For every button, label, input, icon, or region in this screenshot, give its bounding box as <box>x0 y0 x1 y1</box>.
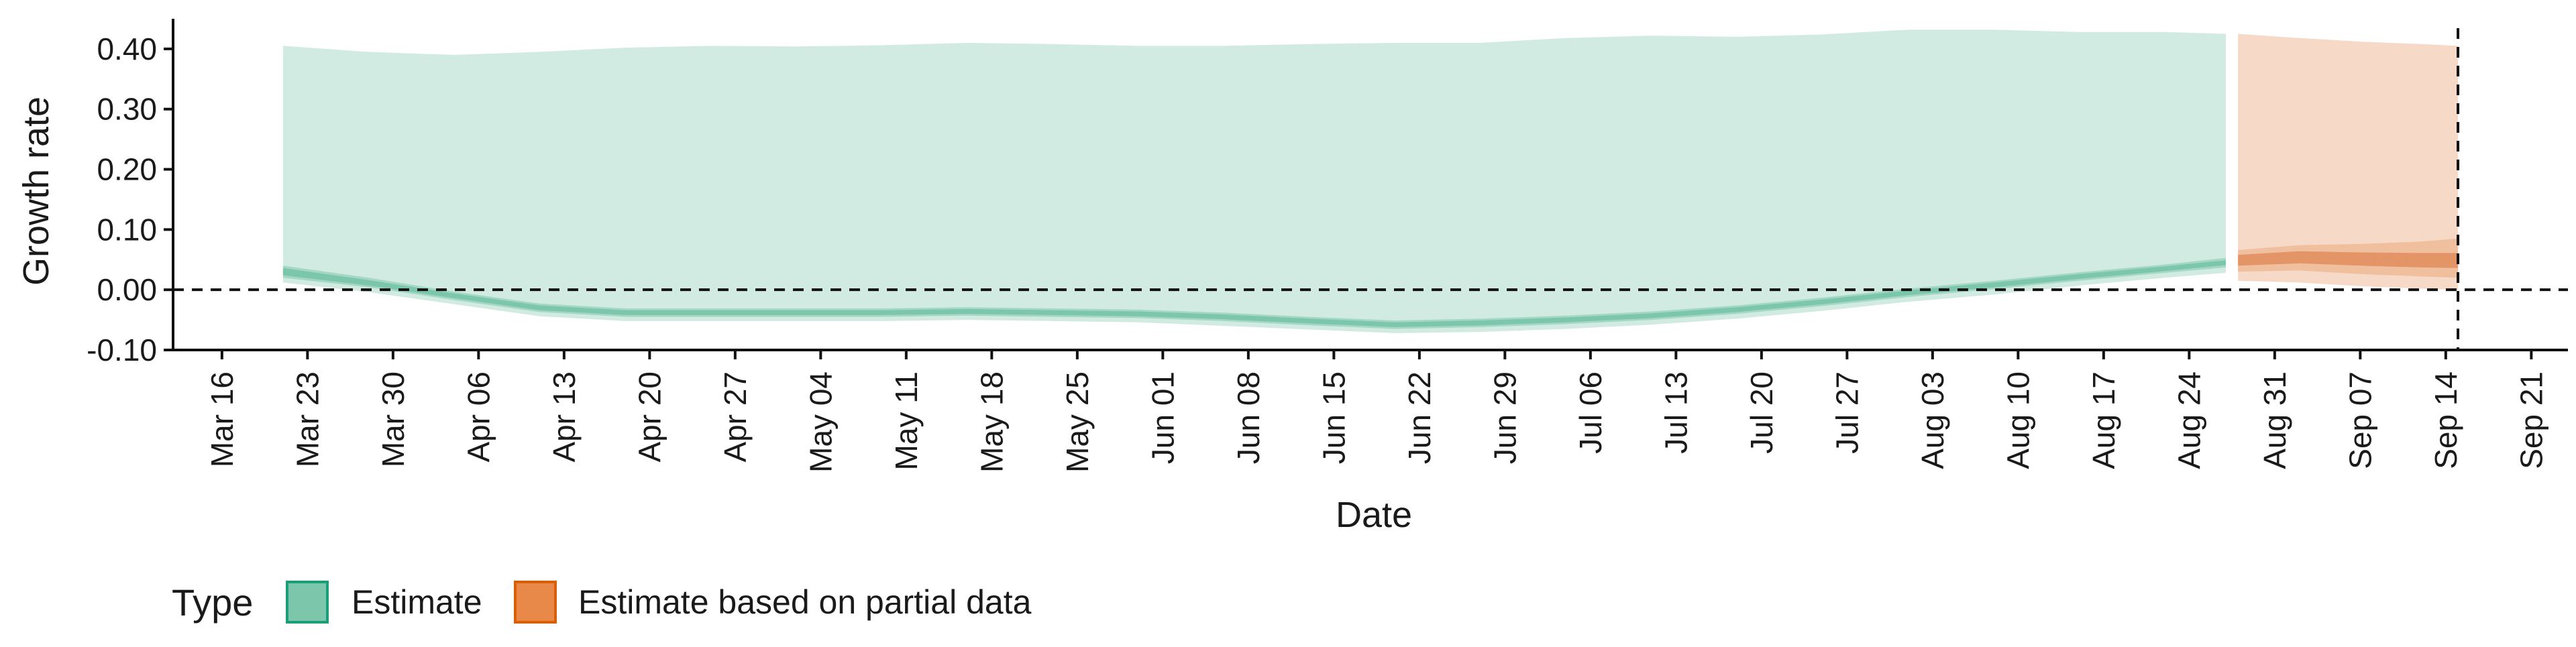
legend-swatch-estimate <box>286 581 329 624</box>
x-tick-label: May 11 <box>889 371 924 470</box>
x-tick-label: Aug 10 <box>2000 371 2035 469</box>
x-tick-label: Jun 22 <box>1402 371 1437 464</box>
median-line-partial <box>2238 255 2459 261</box>
x-tick-label: Sep 07 <box>2343 371 2377 469</box>
x-tick-label: Jun 08 <box>1231 371 1266 464</box>
x-tick-label: Mar 23 <box>290 371 325 467</box>
legend-label-partial: Estimate based on partial data <box>578 583 1032 621</box>
x-tick-label: Apr 13 <box>547 371 582 463</box>
x-tick-label: May 04 <box>803 371 838 473</box>
x-tick-label: Sep 21 <box>2514 371 2548 469</box>
x-tick-label: Aug 03 <box>1915 371 1950 469</box>
axes <box>172 19 2568 351</box>
band-90-partial <box>2238 34 2459 290</box>
x-tick-label: Sep 14 <box>2428 371 2463 469</box>
x-tick-label: Apr 20 <box>632 371 667 463</box>
median-lines <box>282 255 2459 327</box>
legend-swatch-partial <box>514 581 557 624</box>
y-tick-label: -0.10 <box>87 333 157 367</box>
band-90-estimate <box>282 30 2226 333</box>
x-axis-title: Date <box>1336 495 1412 535</box>
x-tick-label: Jun 29 <box>1487 371 1522 464</box>
x-tick-label: May 18 <box>974 371 1009 473</box>
reference-lines <box>173 28 2568 350</box>
x-tick-label: Mar 30 <box>376 371 411 467</box>
x-tick-label: Mar 16 <box>205 371 239 467</box>
legend-title: Type <box>172 581 253 624</box>
median-line-estimate <box>282 261 2226 327</box>
x-tick-label: Jun 15 <box>1316 371 1351 464</box>
x-tick-label: Aug 17 <box>2086 371 2121 469</box>
x-tick-label: Apr 06 <box>461 371 496 463</box>
x-tick-label: Aug 31 <box>2257 371 2292 469</box>
x-tick-label: Jul 20 <box>1744 371 1779 454</box>
legend: Type Estimate Estimate based on partial … <box>172 581 1032 624</box>
legend-label-estimate: Estimate <box>352 583 482 621</box>
uncertainty-bands <box>282 30 2459 333</box>
y-tick-label: 0.40 <box>97 32 157 66</box>
x-tick-label: Apr 27 <box>718 371 753 463</box>
x-tick-label: Jul 06 <box>1573 371 1608 454</box>
y-tick-label: 0.30 <box>97 92 157 127</box>
x-axis-ticks: Mar 16 Mar 23 Mar 30 Apr 06 Apr 13 Apr 20 Apr … <box>205 350 2548 473</box>
x-tick-label: Aug 24 <box>2171 371 2206 469</box>
x-tick-label: Jun 01 <box>1145 371 1180 464</box>
x-tick-label: Jul 27 <box>1829 371 1864 454</box>
y-tick-label: 0.00 <box>97 272 157 307</box>
x-tick-label: Jul 13 <box>1658 371 1693 454</box>
y-tick-label: 0.20 <box>97 152 157 187</box>
x-tick-label: May 25 <box>1060 371 1095 473</box>
y-tick-label: 0.10 <box>97 212 157 247</box>
y-axis-title: Growth rate <box>16 97 56 286</box>
y-axis-ticks: -0.10 0.00 0.10 0.20 0.30 0.40 <box>87 32 173 367</box>
